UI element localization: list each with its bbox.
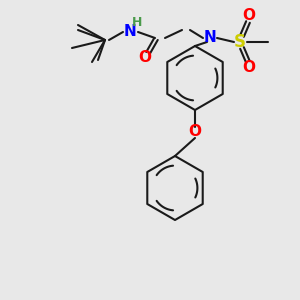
Text: H: H xyxy=(132,16,142,28)
Text: O: O xyxy=(139,50,152,65)
Text: O: O xyxy=(242,8,256,23)
Text: S: S xyxy=(234,33,246,51)
Text: O: O xyxy=(188,124,202,140)
Text: N: N xyxy=(124,25,136,40)
Text: O: O xyxy=(242,61,256,76)
Text: N: N xyxy=(204,31,216,46)
